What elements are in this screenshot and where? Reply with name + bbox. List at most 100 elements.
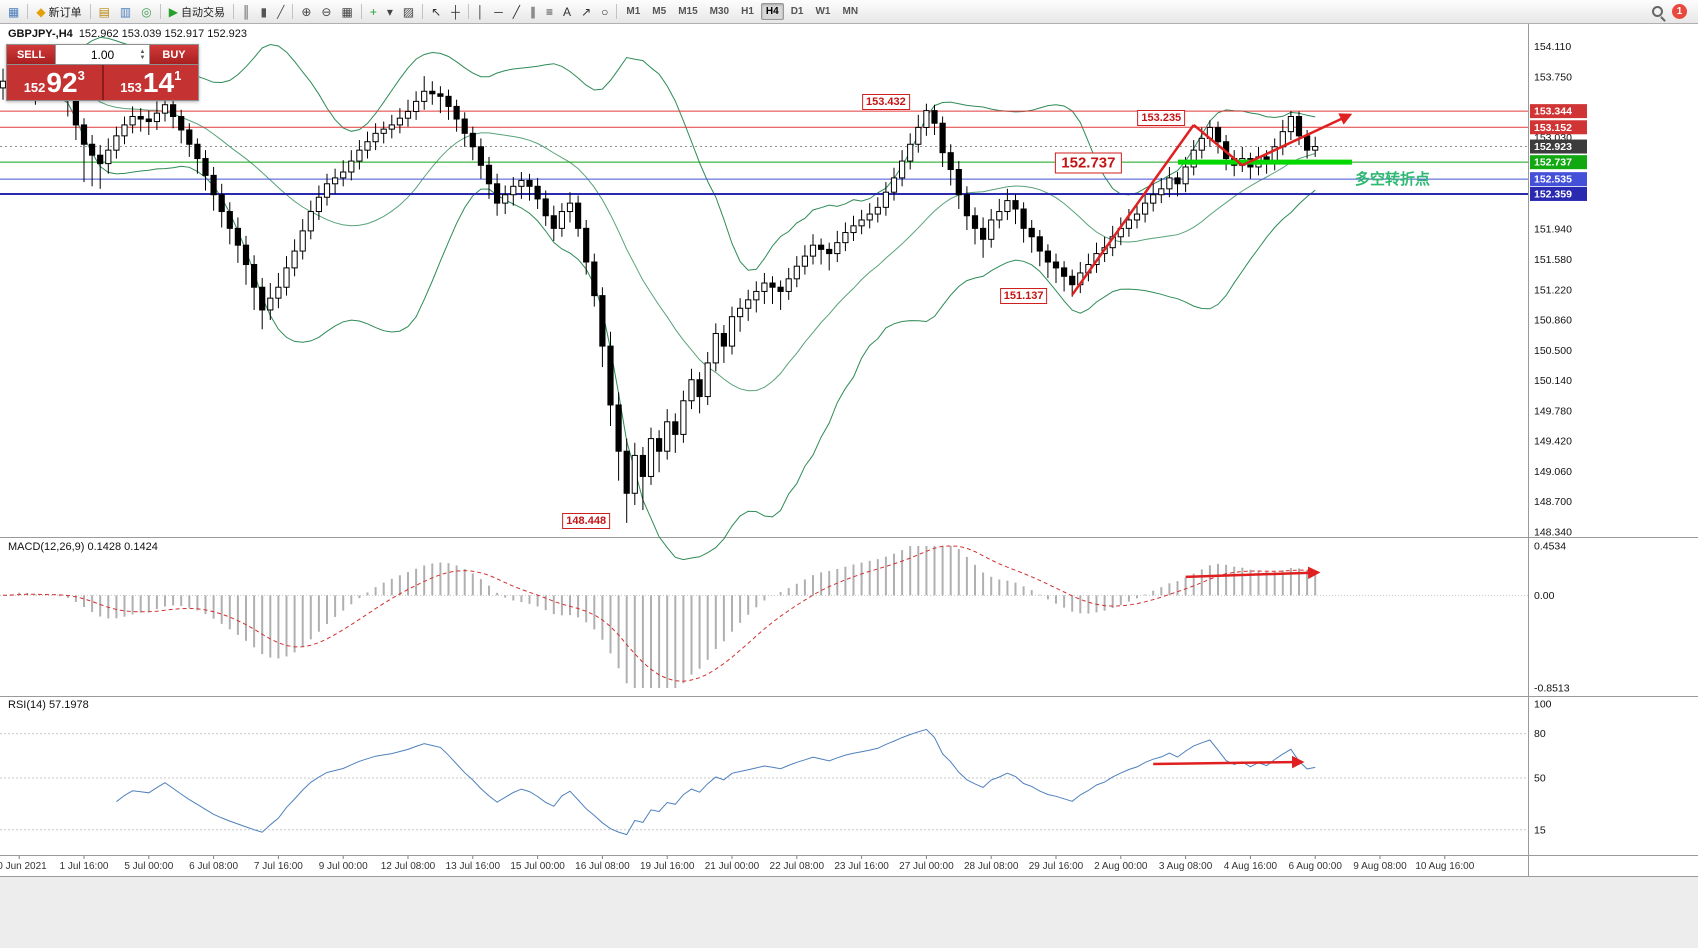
auto-trading-button[interactable]: ▶ 自动交易	[164, 2, 230, 22]
channel-button[interactable]: ∥	[525, 2, 541, 22]
horizontal-line-icon: ─	[494, 4, 503, 19]
data-window-icon: ▥	[119, 4, 132, 19]
arrows-button[interactable]: ↗	[576, 2, 596, 22]
zoom-out-icon: ⊖	[321, 4, 332, 19]
timeframe-m30-button[interactable]: M30	[709, 6, 730, 17]
price-tag-153.152	[1530, 120, 1587, 135]
new-order-button-label: 新订单	[48, 6, 82, 19]
ask-pip-digit: 1	[174, 68, 182, 83]
trend-arrow-3[interactable]	[1241, 113, 1353, 167]
volume-input[interactable]: 1.00 ▲ ▼	[55, 45, 150, 64]
auto-trading-button-label: 自动交易	[180, 6, 225, 19]
svg-text:153.344: 153.344	[1534, 106, 1572, 118]
new-order-icon: ◆	[36, 4, 46, 19]
symbol-header: GBPJPY-,H4 152.962 153.039 152.917 152.92…	[8, 28, 247, 40]
periods-button[interactable]: ▾	[382, 2, 398, 22]
svg-text:152.535: 152.535	[1534, 174, 1572, 186]
timeframe-mn-button[interactable]: MN	[842, 6, 859, 17]
navigator-button[interactable]: ◎	[136, 2, 156, 22]
shapes-button[interactable]: ○	[596, 2, 613, 22]
templates-button[interactable]: ▨	[398, 2, 419, 22]
tile-windows-button[interactable]: ▦	[336, 2, 357, 22]
rsi-trend-arrow[interactable]	[1153, 755, 1305, 769]
volume-spinner[interactable]: ▲ ▼	[137, 46, 148, 63]
chart-bars-button[interactable]: ║	[237, 2, 256, 22]
channel-icon: ∥	[530, 4, 537, 19]
market-watch-button[interactable]: ▤	[94, 2, 115, 22]
time-scale[interactable]: 30 Jun 2021 1 Jul 16:00 5 Jul 00:00 6 Jul 0…	[0, 856, 1475, 872]
data-window-button[interactable]: ▥	[115, 2, 136, 22]
price-tag-152.535	[1530, 172, 1587, 187]
price-scale[interactable]: 154.110153.750153.030151.940151.580151.2…	[1530, 41, 1587, 538]
vertical-line-icon: │	[476, 4, 485, 19]
svg-text:2 Aug 00:00: 2 Aug 00:00	[1094, 861, 1148, 872]
svg-text:149.780: 149.780	[1534, 405, 1572, 417]
timeframe-m15-button[interactable]: M15	[678, 6, 698, 17]
search-icon[interactable]	[1652, 6, 1663, 17]
indicators-button[interactable]: +	[365, 2, 382, 22]
chart-candles-button[interactable]: ▮	[256, 2, 273, 22]
svg-text:13 Jul 16:00: 13 Jul 16:00	[446, 861, 501, 872]
crosshair-button[interactable]: ┼	[446, 2, 465, 22]
svg-text:29 Jul 16:00: 29 Jul 16:00	[1029, 861, 1084, 872]
toolbar-separator	[232, 4, 234, 19]
svg-text:12 Jul 08:00: 12 Jul 08:00	[381, 861, 436, 872]
ask-price[interactable]: 153 14 1	[103, 65, 198, 100]
svg-text:149.420: 149.420	[1534, 436, 1572, 448]
svg-text:-0.8513: -0.8513	[1534, 683, 1570, 695]
svg-text:150.860: 150.860	[1534, 315, 1572, 327]
navigator-icon: ◎	[141, 4, 152, 19]
vertical-line-button[interactable]: │	[472, 2, 490, 22]
trendline-button[interactable]: ╱	[508, 2, 525, 22]
horizontal-lines	[0, 110, 1528, 195]
price-annotation-148.448[interactable]: 148.448	[562, 513, 611, 530]
svg-text:6 Aug 00:00: 6 Aug 00:00	[1289, 861, 1343, 872]
shapes-icon: ○	[601, 4, 609, 19]
ohlc-readout: 152.962 153.039 152.917 152.923	[78, 28, 248, 40]
chart-line-button[interactable]: ╱	[272, 2, 289, 22]
macd-trend-arrow[interactable]	[1185, 566, 1321, 580]
price-annotation-153.432[interactable]: 153.432	[862, 94, 910, 111]
svg-text:153.152: 153.152	[1534, 122, 1572, 134]
price-tag-152.359	[1530, 186, 1587, 201]
sell-button[interactable]: SELL	[7, 45, 55, 64]
timeframe-h4-button[interactable]: H4	[760, 3, 784, 20]
cursor-button[interactable]: ↖	[426, 2, 446, 22]
spinner-down-icon[interactable]: ▼	[139, 54, 146, 61]
timeframe-w1-button[interactable]: W1	[815, 6, 831, 17]
chart-line-icon: ╱	[277, 4, 285, 19]
trend-arrow-1[interactable]	[1071, 124, 1195, 296]
fibonacci-button[interactable]: ≡	[541, 2, 558, 22]
bid-big-digits: 92	[46, 67, 78, 98]
price-annotation-152.737[interactable]: 152.737	[1055, 152, 1122, 174]
turning-point-annotation[interactable]: 多空转折点	[1355, 171, 1431, 188]
text-button[interactable]: A	[558, 2, 576, 22]
price-annotation-153.235[interactable]: 153.235	[1137, 110, 1186, 127]
notification-badge[interactable]: 1	[1672, 4, 1687, 19]
zoom-in-button[interactable]: ⊕	[296, 2, 316, 22]
zoom-out-button[interactable]: ⊖	[316, 2, 336, 22]
timeframe-h1-button[interactable]: H1	[741, 6, 754, 17]
trend-arrow-2[interactable]	[1192, 123, 1244, 167]
spinner-up-icon[interactable]: ▲	[139, 48, 146, 55]
buy-button[interactable]: BUY	[150, 45, 198, 64]
svg-text:148.340: 148.340	[1534, 526, 1572, 538]
ask-prefix: 153	[120, 80, 142, 95]
svg-text:100: 100	[1534, 699, 1552, 711]
svg-text:4 Aug 16:00: 4 Aug 16:00	[1224, 861, 1278, 872]
new-order-button[interactable]: ◆ 新订单	[31, 2, 86, 22]
cursor-icon: ↖	[431, 4, 442, 19]
timeframe-m1-button[interactable]: M1	[626, 6, 641, 17]
volume-value: 1.00	[90, 47, 115, 62]
horizontal-line-button[interactable]: ─	[489, 2, 508, 22]
bid-prefix: 152	[23, 80, 46, 95]
svg-text:149.060: 149.060	[1534, 466, 1572, 478]
price-annotation-151.137[interactable]: 151.137	[999, 287, 1048, 304]
timeframe-m5-button[interactable]: M5	[652, 6, 667, 17]
bid-price[interactable]: 152 92 3	[7, 65, 104, 100]
svg-text:6 Jul 08:00: 6 Jul 08:00	[189, 861, 238, 872]
timeframe-d1-button[interactable]: D1	[790, 6, 804, 17]
new-chart-button[interactable]: ▦	[3, 2, 24, 22]
